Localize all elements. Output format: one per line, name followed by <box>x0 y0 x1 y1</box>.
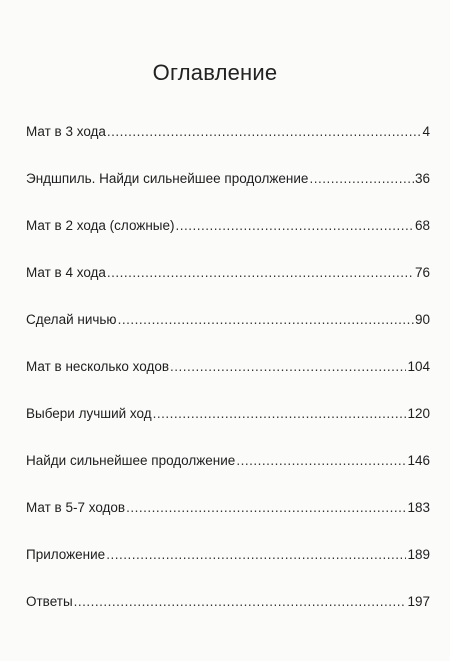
toc-entry-label: Мат в 2 хода (сложные) <box>26 218 175 233</box>
toc-entry-label: Мат в несколько ходов <box>26 359 170 374</box>
toc-dot-leader <box>176 218 414 233</box>
toc-entry: Мат в 3 хода 4 <box>26 124 430 171</box>
toc-entry: Мат в 2 хода (сложные) 68 <box>26 218 430 265</box>
toc-page-number: 146 <box>407 453 430 468</box>
toc-entry-label: Выбери лучший ход <box>26 406 152 421</box>
toc-entry-label: Эндшпиль. Найди сильнейшее продолжение <box>26 171 309 186</box>
toc-dot-leader <box>106 547 406 562</box>
toc-entry-label: Мат в 3 хода <box>26 124 106 139</box>
toc-entry-label: Найди сильнейшее продолжение <box>26 453 236 468</box>
toc-page-number: 90 <box>414 312 430 327</box>
toc-entry-label: Сделай ничью <box>26 312 117 327</box>
toc-entry: Мат в несколько ходов 104 <box>26 359 430 406</box>
toc-page-number: 68 <box>414 218 430 233</box>
toc-entry-label: Мат в 5-7 ходов <box>26 500 126 515</box>
toc-entry-label: Ответы <box>26 594 73 609</box>
toc-page-number: 183 <box>407 500 430 515</box>
toc-entry: Ответы 197 <box>26 594 430 641</box>
toc-dot-leader <box>236 453 406 468</box>
toc-entry-label: Приложение <box>26 547 106 562</box>
table-of-contents: Мат в 3 хода 4 Эндшпиль. Найди сильнейше… <box>26 124 430 641</box>
toc-page-number: 104 <box>407 359 430 374</box>
toc-dot-leader <box>74 594 407 609</box>
toc-dot-leader <box>309 171 414 186</box>
toc-title: Оглавление <box>152 60 278 85</box>
toc-entry: Сделай ничью 90 <box>26 312 430 359</box>
toc-entry: Мат в 4 хода 76 <box>26 265 430 312</box>
toc-entry: Найди сильнейшее продолжение 146 <box>26 453 430 500</box>
toc-dot-leader <box>126 500 406 515</box>
toc-entry: Приложение 189 <box>26 547 430 594</box>
toc-page-number: 197 <box>407 594 430 609</box>
toc-dot-leader <box>107 124 422 139</box>
toc-page-number: 189 <box>407 547 430 562</box>
toc-entry: Эндшпиль. Найди сильнейшее продолжение 3… <box>26 171 430 218</box>
toc-entry-label: Мат в 4 хода <box>26 265 106 280</box>
toc-page-number: 76 <box>414 265 430 280</box>
toc-dot-leader <box>153 406 407 421</box>
toc-entry: Выбери лучший ход 120 <box>26 406 430 453</box>
toc-dot-leader <box>107 265 414 280</box>
toc-entry: Мат в 5-7 ходов 183 <box>26 500 430 547</box>
toc-page-number: 120 <box>407 406 430 421</box>
toc-page-number: 36 <box>414 171 430 186</box>
toc-dot-leader <box>118 312 414 327</box>
toc-page-number: 4 <box>422 124 430 139</box>
toc-dot-leader <box>170 359 406 374</box>
